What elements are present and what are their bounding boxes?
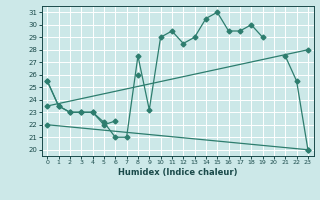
X-axis label: Humidex (Indice chaleur): Humidex (Indice chaleur)	[118, 168, 237, 177]
